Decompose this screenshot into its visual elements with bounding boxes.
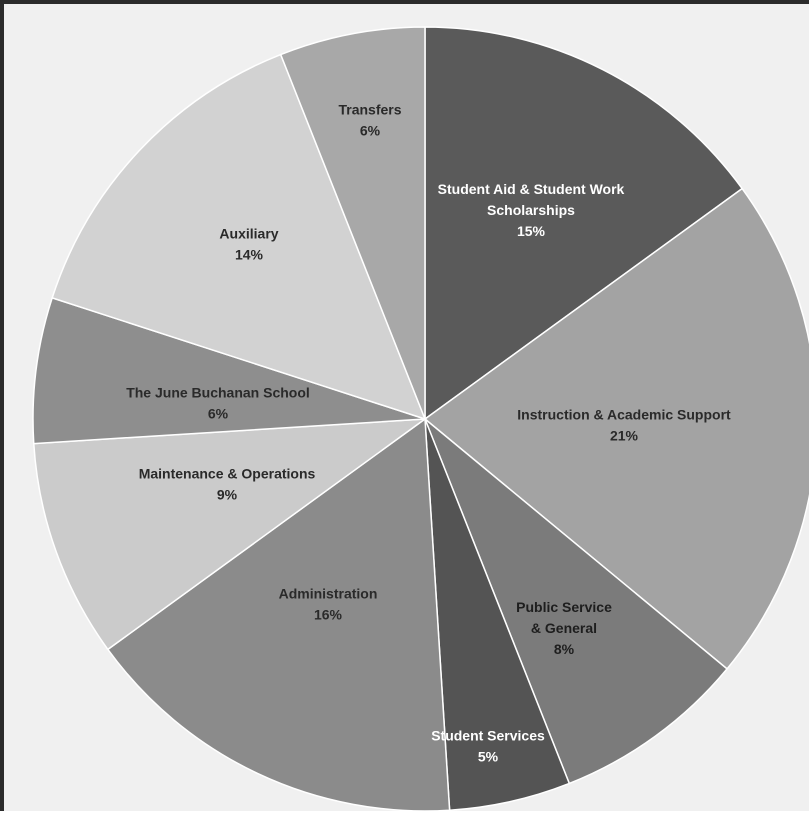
slice-label: Transfers 6% [338,102,401,139]
slice-name-label: The June Buchanan School [126,385,310,401]
slice-name-label: Instruction & Academic Support [517,407,731,423]
pie-slice [32,418,428,651]
pie-slices [32,26,809,812]
slice-name-label: & General [531,620,597,636]
pie-labels: Student Aid & Student Work Scholarships 15… [126,102,731,765]
pie-chart: Student Aid & Student Work Scholarships 15… [32,26,809,812]
slice-label: Maintenance & Operations 9% [139,466,316,503]
slice-name-label: Student Aid & Student Work [438,181,625,197]
slice-name-label: Scholarships [487,202,575,218]
slice-name-label: Public Service [516,599,612,615]
pie-slice [279,26,426,420]
slice-percent-label: 14% [235,247,264,263]
pie-slice [106,417,451,812]
slice-label: Auxiliary 14% [219,226,278,263]
pie-slice [424,26,744,421]
slice-label: Administration 16% [279,586,378,623]
slice-percent-label: 15% [517,223,546,239]
slice-name-label: Transfers [338,102,401,118]
slice-percent-label: 8% [554,641,575,657]
slice-label: Instruction & Academic Support 21% [517,407,731,444]
slice-name-label: Auxiliary [219,226,278,242]
slice-label: Student Services 5% [431,728,545,765]
slice-percent-label: 16% [314,607,343,623]
pie-slice [51,53,427,421]
slice-percent-label: 9% [217,487,238,503]
slice-percent-label: 6% [208,406,229,422]
slice-percent-label: 6% [360,123,381,139]
pie-slice [423,187,809,670]
slice-label: Student Aid & Student Work Scholarships 15… [438,181,625,239]
slice-percent-label: 5% [478,749,499,765]
slice-name-label: Administration [279,586,378,602]
pie-slice [32,296,426,445]
slice-label: Public Service & General 8% [516,599,612,657]
slice-percent-label: 21% [610,428,639,444]
slice-name-label: Student Services [431,728,545,744]
slice-name-label: Maintenance & Operations [139,466,316,482]
slice-label: The June Buchanan School 6% [126,385,310,422]
pie-slice [424,418,729,785]
